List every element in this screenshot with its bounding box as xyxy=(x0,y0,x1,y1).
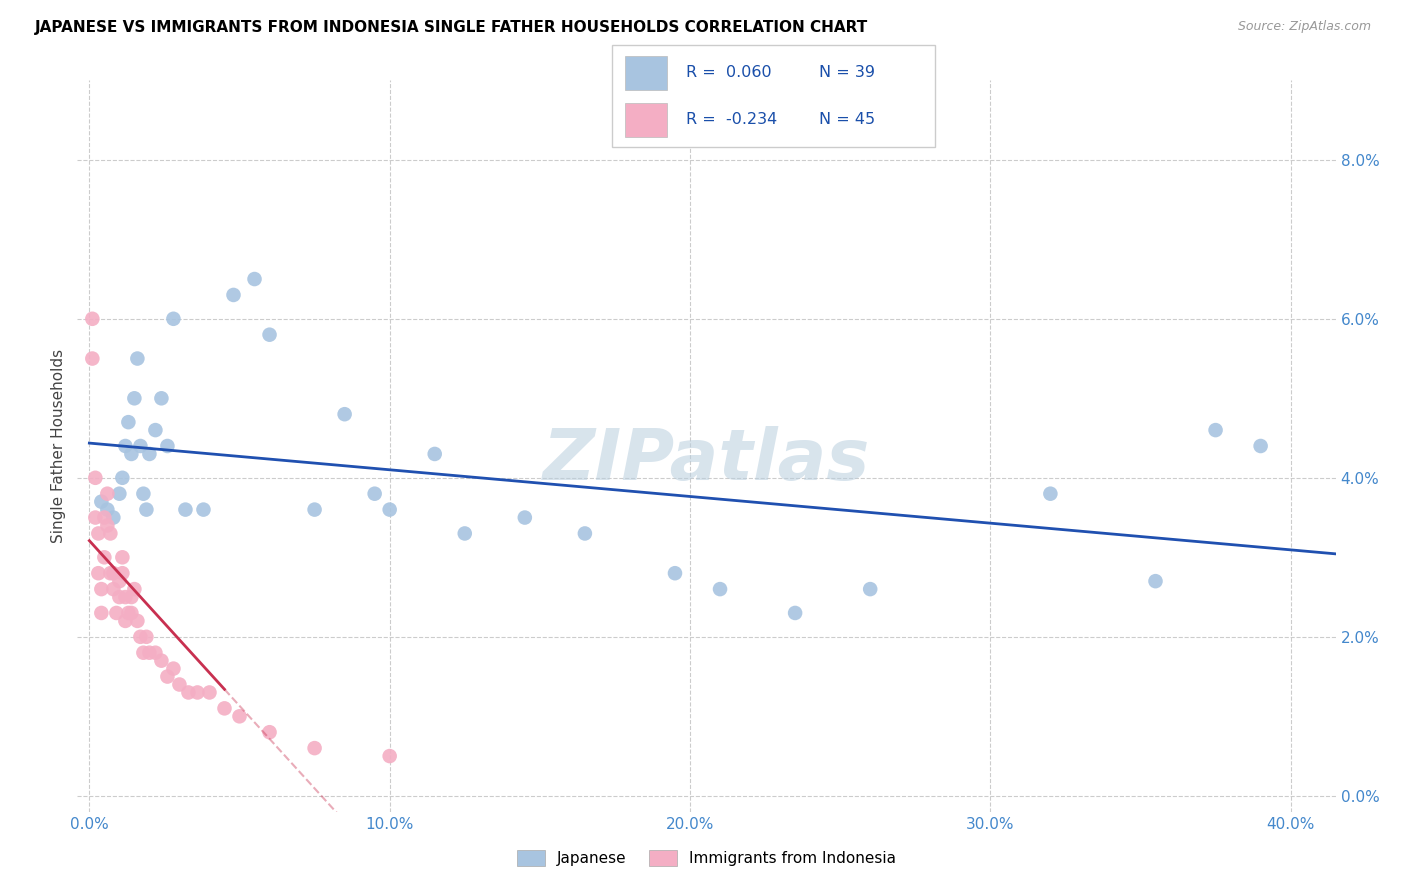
Point xyxy=(1039,486,1062,500)
Point xyxy=(145,423,167,437)
FancyBboxPatch shape xyxy=(612,45,935,147)
Legend: Japanese, Immigrants from Indonesia: Japanese, Immigrants from Indonesia xyxy=(517,850,896,866)
Point xyxy=(127,614,149,628)
Point xyxy=(378,749,401,764)
Point xyxy=(664,566,686,581)
Point xyxy=(114,614,136,628)
Text: R =  -0.234: R = -0.234 xyxy=(686,112,778,127)
Point xyxy=(138,447,160,461)
Point xyxy=(108,574,131,589)
Point xyxy=(709,582,731,596)
Point xyxy=(150,392,173,406)
Point xyxy=(363,486,385,500)
Point xyxy=(304,741,326,756)
Point xyxy=(150,654,173,668)
Point xyxy=(90,582,112,596)
Point xyxy=(96,486,118,500)
Point xyxy=(103,510,125,524)
Point xyxy=(103,582,125,596)
Point xyxy=(117,415,139,429)
FancyBboxPatch shape xyxy=(624,103,666,137)
Point xyxy=(129,630,152,644)
Point xyxy=(423,447,446,461)
Point xyxy=(82,311,104,326)
Text: ZIPatlas: ZIPatlas xyxy=(543,426,870,495)
Point xyxy=(87,526,110,541)
Point xyxy=(98,526,121,541)
Point xyxy=(454,526,477,541)
Point xyxy=(138,646,160,660)
Point xyxy=(82,351,104,366)
Point xyxy=(120,590,142,604)
Point xyxy=(90,606,112,620)
Point xyxy=(96,518,118,533)
Point xyxy=(574,526,596,541)
Point xyxy=(145,646,167,660)
Point xyxy=(114,439,136,453)
Point xyxy=(108,486,131,500)
Point xyxy=(1250,439,1272,453)
Point xyxy=(259,725,281,739)
Point xyxy=(132,486,155,500)
Point xyxy=(156,669,179,683)
Point xyxy=(135,502,157,516)
Point xyxy=(127,351,149,366)
Point xyxy=(117,606,139,620)
Point xyxy=(1144,574,1167,589)
Point xyxy=(111,471,134,485)
Point xyxy=(304,502,326,516)
Point xyxy=(98,566,121,581)
Text: N = 39: N = 39 xyxy=(818,65,875,80)
Point xyxy=(214,701,236,715)
Point xyxy=(84,510,107,524)
Point xyxy=(96,502,118,516)
Point xyxy=(124,392,146,406)
Point xyxy=(93,510,115,524)
Point xyxy=(156,439,179,453)
Point xyxy=(111,550,134,565)
Text: JAPANESE VS IMMIGRANTS FROM INDONESIA SINGLE FATHER HOUSEHOLDS CORRELATION CHART: JAPANESE VS IMMIGRANTS FROM INDONESIA SI… xyxy=(35,20,869,35)
Point xyxy=(120,447,142,461)
Point xyxy=(84,471,107,485)
Point xyxy=(111,566,134,581)
Point xyxy=(120,606,142,620)
Point xyxy=(198,685,221,699)
FancyBboxPatch shape xyxy=(624,56,666,90)
Point xyxy=(378,502,401,516)
Point xyxy=(333,407,356,421)
Point xyxy=(193,502,215,516)
Point xyxy=(114,590,136,604)
Point xyxy=(513,510,536,524)
Point xyxy=(259,327,281,342)
Point xyxy=(129,439,152,453)
Point xyxy=(162,662,184,676)
Point xyxy=(162,311,184,326)
Text: R =  0.060: R = 0.060 xyxy=(686,65,772,80)
Y-axis label: Single Father Households: Single Father Households xyxy=(51,349,66,543)
Point xyxy=(108,590,131,604)
Point xyxy=(105,606,128,620)
Point xyxy=(135,630,157,644)
Point xyxy=(785,606,807,620)
Point xyxy=(243,272,266,286)
Point xyxy=(90,494,112,508)
Point xyxy=(103,566,125,581)
Text: N = 45: N = 45 xyxy=(818,112,875,127)
Point xyxy=(1205,423,1227,437)
Point xyxy=(228,709,250,723)
Point xyxy=(124,582,146,596)
Point xyxy=(87,566,110,581)
Text: Source: ZipAtlas.com: Source: ZipAtlas.com xyxy=(1237,20,1371,33)
Point xyxy=(132,646,155,660)
Point xyxy=(859,582,882,596)
Point xyxy=(93,550,115,565)
Point xyxy=(186,685,208,699)
Point xyxy=(177,685,200,699)
Point xyxy=(169,677,191,691)
Point xyxy=(174,502,197,516)
Point xyxy=(222,288,245,302)
